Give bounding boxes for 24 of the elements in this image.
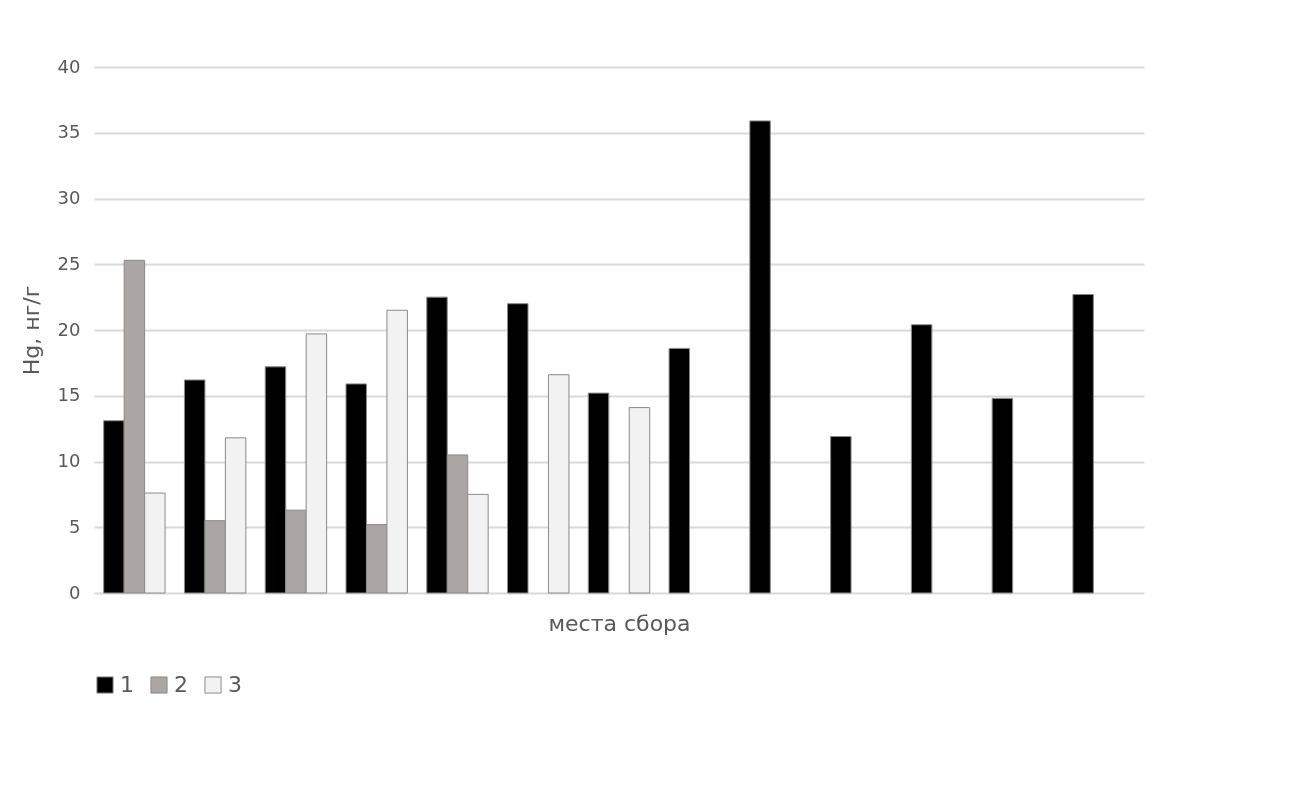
legend-label: 2 [174, 672, 188, 697]
bar [587, 392, 610, 594]
bar [1072, 294, 1094, 594]
legend-label: 1 [120, 672, 134, 697]
bar [547, 374, 570, 594]
y-tick-label: 20 [57, 318, 81, 340]
bar [910, 324, 933, 594]
bar [628, 407, 651, 594]
y-tick-label: 30 [57, 187, 81, 208]
bar [749, 120, 771, 594]
bar [668, 347, 691, 594]
y-tick-label: 10 [57, 450, 81, 471]
y-tick-label: 35 [57, 121, 81, 143]
bar [507, 303, 529, 594]
y-axis-title: Hg, нг/г [18, 285, 44, 376]
y-tick-label: 0 [69, 581, 81, 603]
y-tick-label: 5 [69, 515, 81, 537]
bar [991, 397, 1014, 594]
y-tick-label: 15 [57, 384, 81, 406]
y-tick-label: 25 [57, 252, 81, 274]
y-tick-label: 40 [57, 55, 81, 77]
legend-label: 3 [228, 672, 242, 697]
bar [830, 436, 852, 594]
x-axis-title: места сбора [548, 610, 691, 636]
